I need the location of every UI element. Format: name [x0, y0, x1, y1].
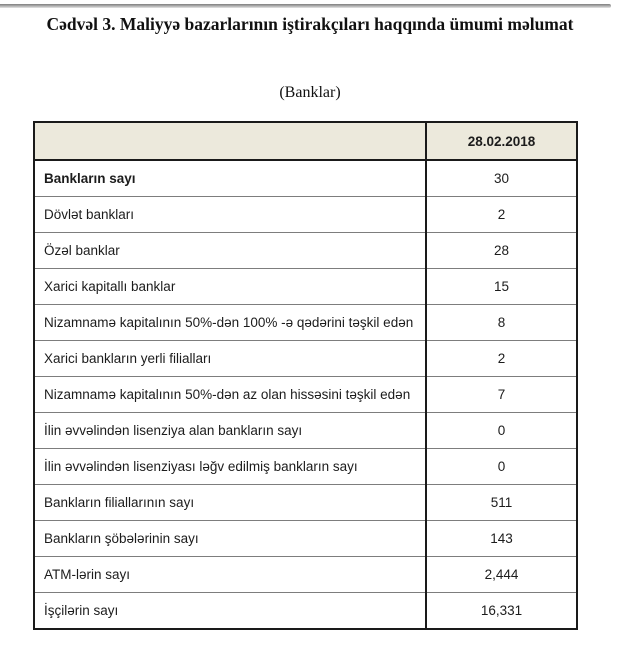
- row-value: 7: [426, 375, 576, 412]
- row-value: 8: [426, 303, 576, 340]
- table-row: Xarici kapitallı banklar 15: [35, 267, 576, 304]
- table-row: Bankların şöbələrinin sayı 143: [35, 519, 576, 556]
- row-value: 30: [426, 160, 576, 196]
- row-label: Xarici kapitallı banklar: [35, 267, 427, 304]
- table-header-row: 28.02.2018: [35, 123, 576, 161]
- row-label: İşçilərin sayı: [35, 591, 427, 628]
- table-row: Nizamnamə kapitalının 50%-dən 100% -ə qə…: [35, 303, 576, 340]
- table-row: İşçilərin sayı 16,331: [35, 591, 576, 628]
- page-subtitle: (Banklar): [279, 84, 341, 101]
- row-label: ATM-lərin sayı: [35, 555, 427, 592]
- header-label-cell: [35, 123, 427, 161]
- row-value: 2,444: [426, 555, 576, 592]
- table-row: Özəl banklar 28: [35, 231, 576, 268]
- row-label: Dövlət bankları: [35, 195, 427, 232]
- table-row: ATM-lərin sayı 2,444: [35, 555, 576, 592]
- table-row: Xarici bankların yerli filialları 2: [35, 339, 576, 376]
- row-label: Nizamnamə kapitalının 50%-dən 100% -ə qə…: [35, 303, 427, 340]
- row-value: 0: [426, 447, 576, 484]
- row-value: 2: [426, 195, 576, 232]
- row-label: Bankların şöbələrinin sayı: [35, 519, 427, 556]
- table-row: Dövlət bankları 2: [35, 195, 576, 232]
- table-row: Bankların filiallarının sayı 511: [35, 483, 576, 520]
- top-divider-rule: [0, 4, 611, 8]
- table-row: Nizamnamə kapitalının 50%-dən az olan hi…: [35, 375, 576, 412]
- table-row: İlin əvvəlindən lisenziyası ləğv edilmiş…: [35, 447, 576, 484]
- row-value: 16,331: [426, 591, 576, 628]
- table-body: Bankların sayı 30 Dövlət bankları 2 Özəl ban…: [35, 160, 576, 628]
- row-label: Xarici bankların yerli filialları: [35, 339, 427, 376]
- row-value: 0: [426, 411, 576, 448]
- row-value: 15: [426, 267, 576, 304]
- row-label: Bankların sayı: [35, 160, 427, 196]
- row-value: 28: [426, 231, 576, 268]
- page-title: Cədvəl 3. Maliyyə bazarlarının iştirakçı…: [46, 14, 574, 34]
- header-date-cell: 28.02.2018: [426, 123, 576, 161]
- table-row: İlin əvvəlindən lisenziya alan bankların…: [35, 411, 576, 448]
- table-row: Bankların sayı 30: [35, 160, 576, 196]
- row-label: İlin əvvəlindən lisenziyası ləğv edilmiş…: [35, 447, 427, 484]
- row-label: Nizamnamə kapitalının 50%-dən az olan hi…: [35, 375, 427, 412]
- row-value: 143: [426, 519, 576, 556]
- row-value: 511: [426, 483, 576, 520]
- row-label: Özəl banklar: [35, 231, 427, 268]
- banks-data-table: 28.02.2018 Bankların sayı 30 Dövlət bankla…: [35, 123, 576, 628]
- row-value: 2: [426, 339, 576, 376]
- row-label: İlin əvvəlindən lisenziya alan bankların…: [35, 411, 427, 448]
- row-label: Bankların filiallarının sayı: [35, 483, 427, 520]
- banks-table: 28.02.2018 Bankların sayı 30 Dövlət bankla…: [33, 121, 578, 630]
